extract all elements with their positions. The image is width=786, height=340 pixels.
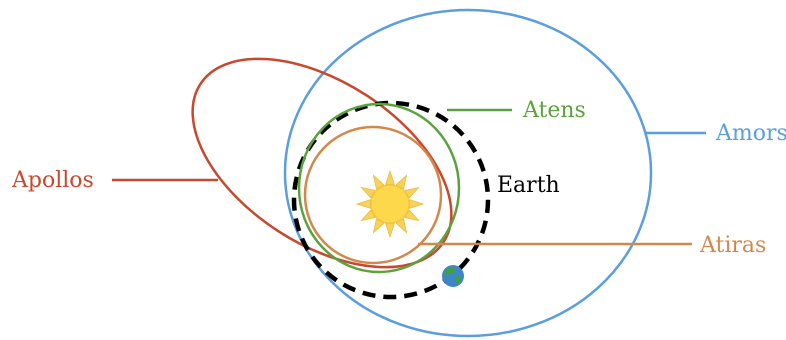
sun-ray (372, 174, 385, 190)
sun-ray (385, 169, 395, 185)
sun-ray (355, 199, 371, 209)
atiras-label: Atiras (699, 233, 766, 258)
sun-icon (355, 169, 425, 239)
sun-ray (372, 218, 385, 234)
earth-orbit (291, 100, 491, 300)
atens-label: Atens (522, 98, 586, 123)
sun-rays (355, 169, 425, 239)
apollos-orbit (191, 57, 453, 269)
sun-ray (404, 186, 420, 199)
sun-ray (409, 199, 425, 209)
apollos-label: Apollos (11, 168, 94, 193)
sun-ray (360, 186, 376, 199)
atens-orbit (297, 102, 461, 274)
sun-ray (395, 174, 408, 190)
sun-ray (385, 223, 395, 239)
sun-ray (395, 218, 408, 234)
amors-orbit (283, 8, 653, 338)
sun-ray (404, 209, 420, 222)
earth-globe-icon (442, 265, 464, 287)
amors-label: Amors (715, 121, 786, 146)
sun-ray (360, 209, 376, 222)
earth-label: Earth (497, 173, 560, 198)
atiras-orbit (303, 125, 443, 265)
